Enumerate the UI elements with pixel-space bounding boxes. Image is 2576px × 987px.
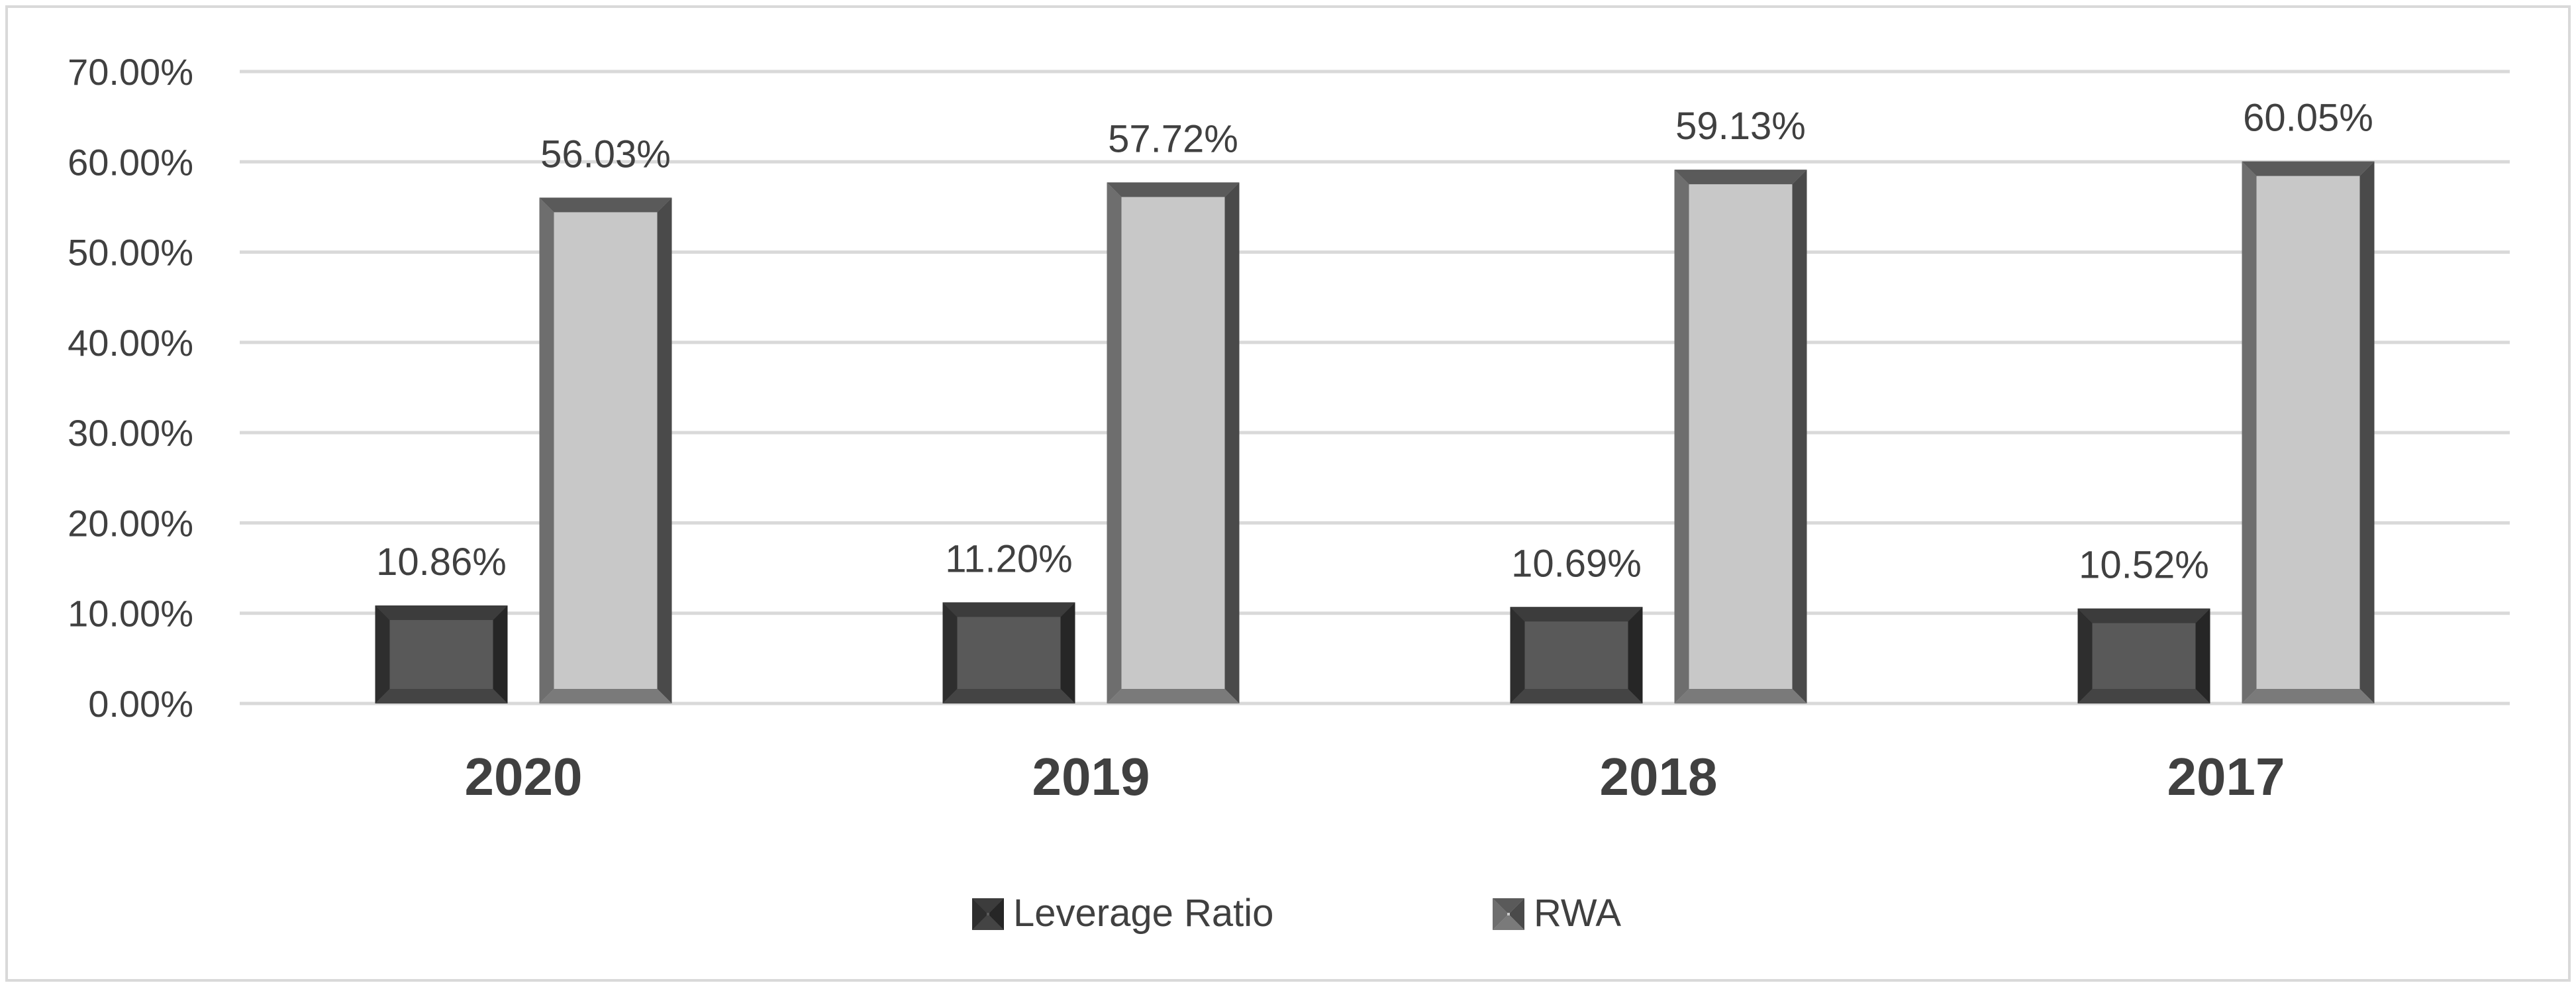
x-category-label: 2017	[2167, 747, 2285, 806]
leverage-ratio-bar-2019-face	[942, 602, 1075, 703]
rwa-bar-2020-bevel-right	[657, 197, 672, 704]
y-tick-label: 50.00%	[68, 232, 193, 274]
rwa-bar-2017-bevel-bottom	[2242, 689, 2375, 703]
legend-swatch-rwa-bevel-left	[1493, 898, 1507, 930]
rwa-bar-2019-bevel-right	[1224, 182, 1240, 703]
rwa-bar-2017-bevel-top	[2242, 161, 2375, 176]
legend-swatch-leverage-ratio-bevel-right	[989, 898, 1004, 930]
leverage-ratio-bar-2017-face	[2077, 608, 2210, 703]
rwa-bar-2020-bevel-top	[539, 197, 672, 213]
legend-swatch-rwa-bevel-right	[1510, 898, 1524, 930]
leverage-ratio-data-label: 10.69%	[1511, 542, 1642, 585]
leverage-ratio-bar-2019-bevel-bottom	[942, 689, 1075, 703]
x-category-label: 2020	[465, 747, 583, 806]
bars	[375, 161, 2375, 704]
rwa-data-label: 60.05%	[2243, 97, 2373, 140]
x-axis-category-labels: 2020 2019 2018 2017	[465, 747, 2285, 806]
rwa-bar-2018	[1674, 170, 1807, 703]
legend-swatch-leverage-ratio-bevel-left	[972, 898, 987, 930]
leverage-ratio-bar-2020-bevel-right	[493, 605, 508, 703]
y-tick-label: 30.00%	[68, 412, 193, 454]
legend-swatch-leverage-ratio-bevel-top	[972, 898, 1004, 913]
chart-frame	[5, 5, 2571, 982]
leverage-ratio-bar-2019-bevel-right	[1060, 602, 1075, 703]
legend-item-leverage-ratio: Leverage Ratio	[972, 892, 1273, 935]
legend-swatch-leverage-ratio	[972, 898, 1004, 930]
leverage-ratio-data-label: 10.86%	[376, 541, 507, 584]
x-category-label: 2019	[1032, 747, 1150, 806]
leverage-ratio-bar-2020-bevel-bottom	[375, 689, 508, 703]
rwa-bar-2018-bevel-right	[1792, 170, 1807, 703]
leverage-ratio-bar-2020-bevel-left	[375, 605, 390, 703]
rwa-bar-2017-bevel-left	[2242, 161, 2257, 704]
legend-label: Leverage Ratio	[1013, 892, 1273, 935]
rwa-bar-2018-face	[1674, 170, 1807, 703]
y-tick-label: 20.00%	[68, 502, 193, 544]
y-tick-label: 0.00%	[88, 683, 193, 725]
rwa-bar-2019-bevel-left	[1107, 182, 1122, 703]
y-axis-tick-labels: 0.00% 10.00% 20.00% 30.00% 40.00% 50.00% 60.00…	[68, 51, 193, 725]
leverage-ratio-data-label: 11.20%	[945, 537, 1072, 580]
legend-item-rwa: RWA	[1493, 892, 1621, 935]
rwa-bar-2017	[2242, 161, 2375, 704]
legend-label: RWA	[1534, 892, 1621, 935]
legend-swatch-rwa-bevel-bottom	[1493, 915, 1524, 930]
rwa-bar-2018-bevel-top	[1674, 170, 1807, 185]
y-tick-label: 10.00%	[68, 593, 193, 635]
y-tick-label: 60.00%	[68, 141, 193, 183]
leverage-ratio-bar-2018-bevel-top	[1510, 607, 1643, 622]
rwa-bar-2020-face	[539, 197, 672, 704]
leverage-ratio-bar-2019	[942, 602, 1075, 703]
rwa-data-label: 56.03%	[540, 132, 671, 176]
leverage-ratio-bar-2018-bevel-right	[1628, 607, 1643, 703]
rwa-bar-2019-bevel-bottom	[1107, 689, 1240, 703]
leverage-ratio-bar-2017	[2077, 608, 2210, 703]
leverage-ratio-bar-2019-bevel-top	[942, 602, 1075, 617]
legend-swatch-leverage-ratio-bevel-bottom	[972, 915, 1004, 930]
leverage-ratio-data-label: 10.52%	[2079, 544, 2209, 587]
leverage-ratio-bar-2017-bevel-bottom	[2077, 689, 2210, 703]
y-tick-label: 70.00%	[68, 51, 193, 93]
leverage-ratio-bar-2020-face	[375, 605, 508, 703]
rwa-data-label: 57.72%	[1108, 117, 1238, 160]
rwa-bar-2020-bevel-left	[539, 197, 554, 704]
rwa-bar-2019-face	[1107, 182, 1240, 703]
leverage-ratio-bar-2017-bevel-right	[2195, 608, 2210, 703]
leverage-ratio-bar-2020-bevel-top	[375, 605, 508, 620]
rwa-bar-2019-bevel-top	[1107, 182, 1240, 197]
rwa-data-label: 59.13%	[1675, 105, 1806, 148]
legend-swatch-rwa-bevel-top	[1493, 898, 1524, 913]
y-tick-label: 40.00%	[68, 322, 193, 364]
legend: Leverage Ratio RWA	[972, 892, 1621, 935]
rwa-bar-2020	[539, 197, 672, 704]
leverage-ratio-bar-2018-bevel-left	[1510, 607, 1525, 703]
rwa-bar-2019	[1107, 182, 1240, 703]
rwa-bar-2020-bevel-bottom	[539, 689, 672, 703]
rwa-bar-2018-bevel-bottom	[1674, 689, 1807, 703]
leverage-ratio-bar-2017-bevel-top	[2077, 608, 2210, 623]
data-labels: 10.86% 56.03% 11.20% 57.72% 10.69% 59.13% 10.5…	[376, 97, 2373, 587]
rwa-bar-2018-bevel-left	[1674, 170, 1689, 703]
leverage-ratio-bar-2018-bevel-bottom	[1510, 689, 1643, 703]
leverage-ratio-bar-2020	[375, 605, 508, 703]
rwa-bar-2017-face	[2242, 161, 2375, 704]
leverage-ratio-bar-2017-bevel-left	[2077, 608, 2093, 703]
x-category-label: 2018	[1600, 747, 1718, 806]
legend-swatch-rwa	[1493, 898, 1524, 930]
leverage-ratio-bar-2019-bevel-left	[942, 602, 958, 703]
rwa-bar-2017-bevel-right	[2359, 161, 2375, 704]
leverage-ratio-bar-2018-face	[1510, 607, 1643, 703]
leverage-ratio-bar-2018	[1510, 607, 1643, 703]
